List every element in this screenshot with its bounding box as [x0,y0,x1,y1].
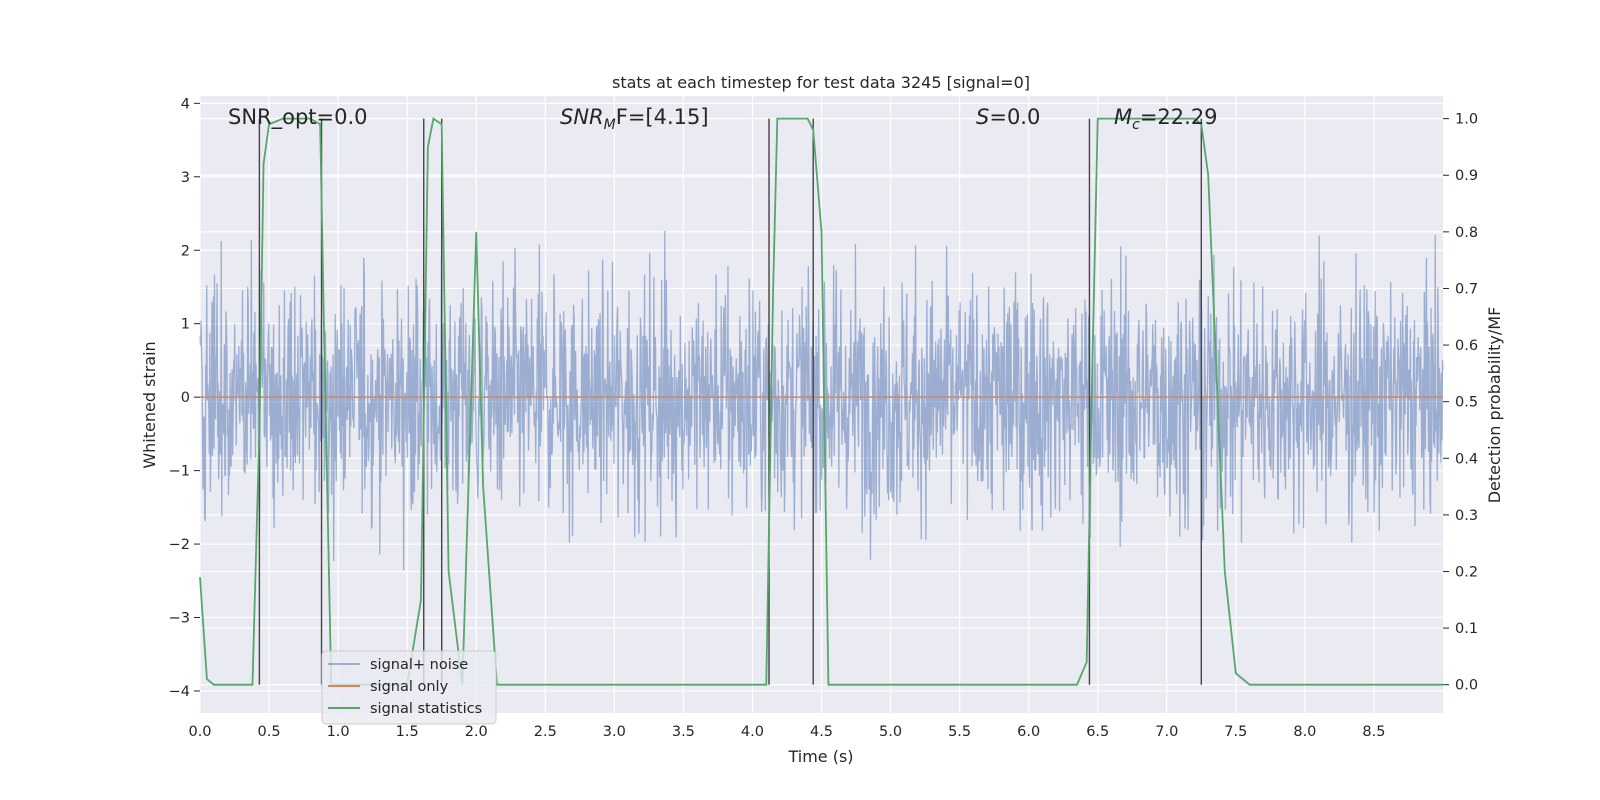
y-left-tick-label: −3 [169,611,190,627]
x-tick-label: 5.0 [879,724,902,740]
legend-label-signal-statistics: signal statistics [370,701,482,717]
annotation-mc-rest: =22.29 [1140,105,1218,129]
x-axis-ticks: 0.0 0.5 1.0 1.5 2.0 2.5 3.0 3.5 4.0 4.5 5.0 5.5 6.0 6… [188,724,1385,740]
annotation-snr-mf-rest: F=[4.15] [616,105,709,129]
annotation-mc: Mc=22.29 [1114,105,1218,133]
signal-statistics-series [199,117,1443,686]
vertical-markers [258,118,1203,685]
y-left-tick-label: 1 [181,317,190,333]
annotation-s: S=0.0 [976,105,1040,129]
x-tick-label: 5.5 [948,724,971,740]
signal-statistics-line [199,117,1443,686]
y-right-tick-label: 0.6 [1455,338,1478,354]
y-left-axis-label: Whitened strain [140,341,159,468]
x-tick-label: 0.0 [188,724,211,740]
annotation-snr-opt: SNR_opt=0.0 [228,105,368,130]
x-tick-label: 7.5 [1224,724,1247,740]
x-axis-label: Time (s) [787,747,853,766]
y-left-tick-label: −1 [169,464,190,480]
legend-label-signal-noise: signal+ noise [370,657,468,673]
annotation-mc-main: M [1114,105,1132,129]
signal-noise-series [199,230,1444,571]
x-tick-label: 1.5 [396,724,419,740]
y-right-tick-label: 0.2 [1455,564,1478,580]
x-tick-label: 6.5 [1086,724,1109,740]
x-tick-label: 3.0 [603,724,626,740]
y-left-tick-label: −4 [169,684,190,700]
y-right-tick-label: 0.5 [1455,395,1478,411]
y-left-axis-ticks: 4 3 2 1 0 −1 −2 −3 −4 [169,96,200,700]
legend-box [321,650,497,725]
x-tick-label: 2.5 [534,724,557,740]
x-tick-label: 3.5 [672,724,695,740]
annotation-s-main: S [976,105,989,129]
y-left-tick-label: −2 [169,537,190,553]
signal-noise-line [199,230,1444,571]
y-right-tick-label: 0.9 [1455,168,1478,184]
y-right-tick-label: 0.7 [1455,281,1478,297]
y-left-tick-label: 0 [181,390,190,406]
chart-title: stats at each timestep for test data 324… [612,73,1030,92]
x-tick-label: 1.0 [327,724,350,740]
x-tick-label: 7.0 [1155,724,1178,740]
annotation-mc-sub: c [1132,117,1140,133]
y-right-tick-label: 0.3 [1455,508,1478,524]
x-tick-label: 4.5 [810,724,833,740]
y-left-tick-label: 2 [181,243,190,259]
annotation-snr-mf: SNRMF=[4.15] [560,105,709,133]
legend: signal+ noise signal only signal statist… [321,650,497,725]
annotation-snr-mf-sub: M [604,117,616,133]
grid [199,96,1443,713]
y-right-tick-label: 0.4 [1455,451,1478,467]
y-right-axis-ticks: 1.0 0.9 0.8 0.7 0.6 0.5 0.4 0.3 0.2 0.1 0.0 [1443,112,1478,694]
x-tick-label: 0.5 [258,724,281,740]
y-left-tick-label: 4 [181,96,190,112]
x-tick-label: 4.0 [741,724,764,740]
y-left-tick-label: 3 [181,170,190,186]
x-tick-label: 8.0 [1293,724,1316,740]
x-tick-label: 2.0 [465,724,488,740]
y-right-tick-label: 0.8 [1455,225,1478,241]
y-right-tick-label: 0.0 [1455,678,1478,694]
y-right-axis-label: Detection probability/MF [1485,307,1504,504]
x-tick-label: 8.5 [1362,724,1385,740]
annotation-snr-mf-main: SNR [560,105,604,129]
y-right-tick-label: 1.0 [1455,112,1478,128]
y-right-tick-label: 0.1 [1455,621,1478,637]
legend-label-signal-only: signal only [370,679,449,695]
annotation-s-rest: =0.0 [989,105,1040,129]
x-tick-label: 6.0 [1017,724,1040,740]
